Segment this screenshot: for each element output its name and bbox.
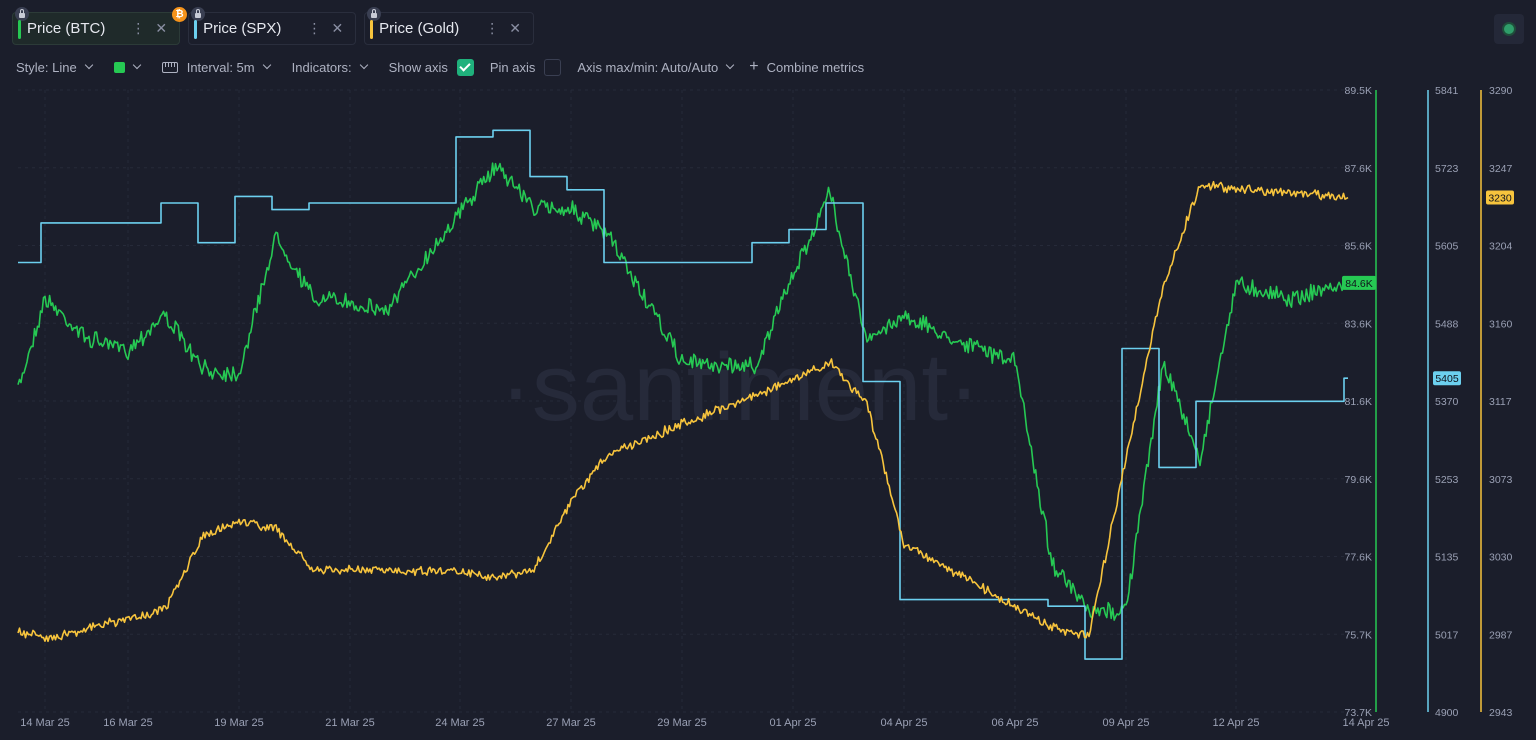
indicators-label: Indicators: (291, 59, 352, 75)
show-axis-label: Show axis (388, 59, 448, 75)
close-icon[interactable]: ✕ (509, 20, 521, 36)
series-line-spx (18, 129, 1348, 660)
combine-metrics-button[interactable]: + Combine metrics (749, 58, 864, 76)
tab-color-bar (370, 20, 374, 39)
current-value-label: 84.6K (1345, 278, 1372, 290)
series-line-btc (17, 162, 1349, 621)
y-tick-label: 3030 (1489, 552, 1513, 564)
interval-label: Interval: 5m (186, 59, 255, 75)
x-tick-label: 01 Apr 25 (769, 717, 816, 729)
y-tick-label: 5841 (1435, 85, 1459, 97)
close-icon[interactable]: ✕ (155, 20, 168, 36)
bitcoin-icon: ₿ (172, 7, 188, 22)
more-options-icon[interactable]: ⋮ (307, 20, 322, 36)
lock-icon (367, 7, 382, 21)
y-tick-label: 5135 (1435, 552, 1459, 564)
lock-icon (191, 7, 206, 21)
tab-label: Price (SPX) (203, 20, 282, 37)
y-tick-label: 81.6K (1345, 396, 1372, 408)
current-value-label: 3230 (1488, 193, 1512, 205)
indicators-dropdown[interactable]: Indicators: (291, 59, 368, 75)
close-icon[interactable]: ✕ (331, 20, 344, 36)
x-tick-label: 06 Apr 25 (991, 717, 1038, 729)
y-tick-label: 89.5K (1345, 85, 1372, 97)
status-toggle-button[interactable] (1494, 14, 1524, 44)
y-tick-label: 5488 (1435, 318, 1459, 330)
chart-toolbar: Style: Line Interval: 5m Indicators: Sho… (16, 58, 886, 76)
x-tick-label: 12 Apr 25 (1212, 717, 1259, 729)
y-tick-label: 79.6K (1345, 474, 1372, 486)
status-dot-icon (1504, 24, 1514, 34)
axis-minmax-dropdown[interactable]: Axis max/min: Auto/Auto (577, 59, 735, 75)
y-tick-label: 5370 (1435, 396, 1459, 408)
x-tick-label: 19 Mar 25 (214, 717, 264, 729)
current-value-badge (1486, 190, 1514, 205)
interval-dropdown[interactable]: Interval: 5m (161, 59, 271, 75)
y-tick-label: 3073 (1489, 474, 1513, 486)
series-line-gold (17, 180, 1349, 643)
pin-axis-toggle[interactable]: Pin axis (489, 58, 562, 76)
pin-axis-label: Pin axis (489, 59, 536, 75)
ruler-icon (161, 61, 178, 73)
y-tick-label: 5723 (1435, 163, 1459, 175)
plus-icon: + (749, 58, 759, 75)
y-tick-label: 83.6K (1345, 318, 1372, 330)
more-options-icon[interactable]: ⋮ (131, 20, 146, 36)
y-tick-label: 73.7K (1345, 707, 1372, 719)
y-tick-label: 3160 (1489, 318, 1513, 330)
axis-minmax-label: Axis max/min: Auto/Auto (577, 59, 719, 75)
santiment-watermark: ·santiment· (500, 334, 980, 441)
show-axis-toggle[interactable]: Show axis (388, 58, 474, 76)
y-tick-label: 77.6K (1345, 552, 1372, 564)
more-options-icon[interactable]: ⋮ (485, 20, 500, 36)
combine-metrics-label: Combine metrics (766, 59, 865, 75)
style-dropdown[interactable]: Style: Line (16, 59, 93, 75)
tab-price-btc[interactable]: Price (BTC) ⋮ ✕ ₿ (12, 7, 188, 45)
metric-tabs: Price (BTC) ⋮ ✕ ₿ Price (SPX) ⋮ ✕ Price … (12, 7, 534, 45)
current-value-badge (1433, 371, 1461, 386)
y-tick-label: 3117 (1489, 396, 1512, 408)
pin-axis-checkbox[interactable] (544, 58, 562, 76)
y-tick-label: 2987 (1489, 629, 1513, 641)
y-tick-label: 5605 (1435, 241, 1459, 253)
tab-label: Price (BTC) (27, 20, 106, 37)
tab-price-gold[interactable]: Price (Gold) ⋮ ✕ (364, 7, 534, 45)
current-value-badge (1342, 275, 1376, 290)
tab-color-bar (18, 20, 21, 39)
x-axis: 14 Mar 25 16 Mar 25 19 Mar 25 21 Mar 25 24 M… (20, 717, 1389, 729)
y-tick-label: 3204 (1489, 241, 1513, 253)
x-tick-label: 09 Apr 25 (1102, 717, 1149, 729)
y-tick-label: 85.6K (1345, 241, 1372, 253)
y-tick-label: 3290 (1489, 85, 1513, 97)
y-tick-label: 2943 (1489, 707, 1513, 719)
x-tick-label: 21 Mar 25 (325, 717, 375, 729)
chart-series (17, 129, 1349, 660)
tab-label: Price (Gold) (379, 20, 460, 37)
color-picker[interactable] (113, 60, 141, 73)
x-tick-label: 24 Mar 25 (435, 717, 485, 729)
show-axis-checkbox[interactable] (456, 58, 474, 76)
x-tick-label: 27 Mar 25 (546, 717, 596, 729)
y-tick-label: 5253 (1435, 474, 1459, 486)
tab-color-bar (194, 20, 198, 39)
chart-grid (18, 89, 1372, 713)
tab-price-spx[interactable]: Price (SPX) ⋮ ✕ (188, 7, 357, 45)
x-tick-label: 29 Mar 25 (657, 717, 707, 729)
lock-icon (15, 7, 29, 21)
y-tick-label: 3247 (1489, 163, 1513, 175)
y-tick-label: 4900 (1435, 707, 1459, 719)
x-tick-label: 14 Mar 25 (20, 717, 70, 729)
x-tick-label: 16 Mar 25 (103, 717, 153, 729)
chart-axes: 89.5K 87.6K 85.6K 83.6K 81.6K 79.6K 77.6K 75.7K… (1342, 85, 1514, 719)
current-value-label: 5405 (1435, 373, 1459, 385)
style-label: Style: Line (16, 59, 77, 75)
y-tick-label: 87.6K (1345, 163, 1372, 175)
x-tick-label: 04 Apr 25 (880, 717, 927, 729)
x-tick-label: 14 Apr 25 (1342, 717, 1389, 729)
y-tick-label: 75.7K (1345, 629, 1372, 641)
color-swatch (113, 61, 125, 73)
y-tick-label: 5017 (1435, 629, 1459, 641)
